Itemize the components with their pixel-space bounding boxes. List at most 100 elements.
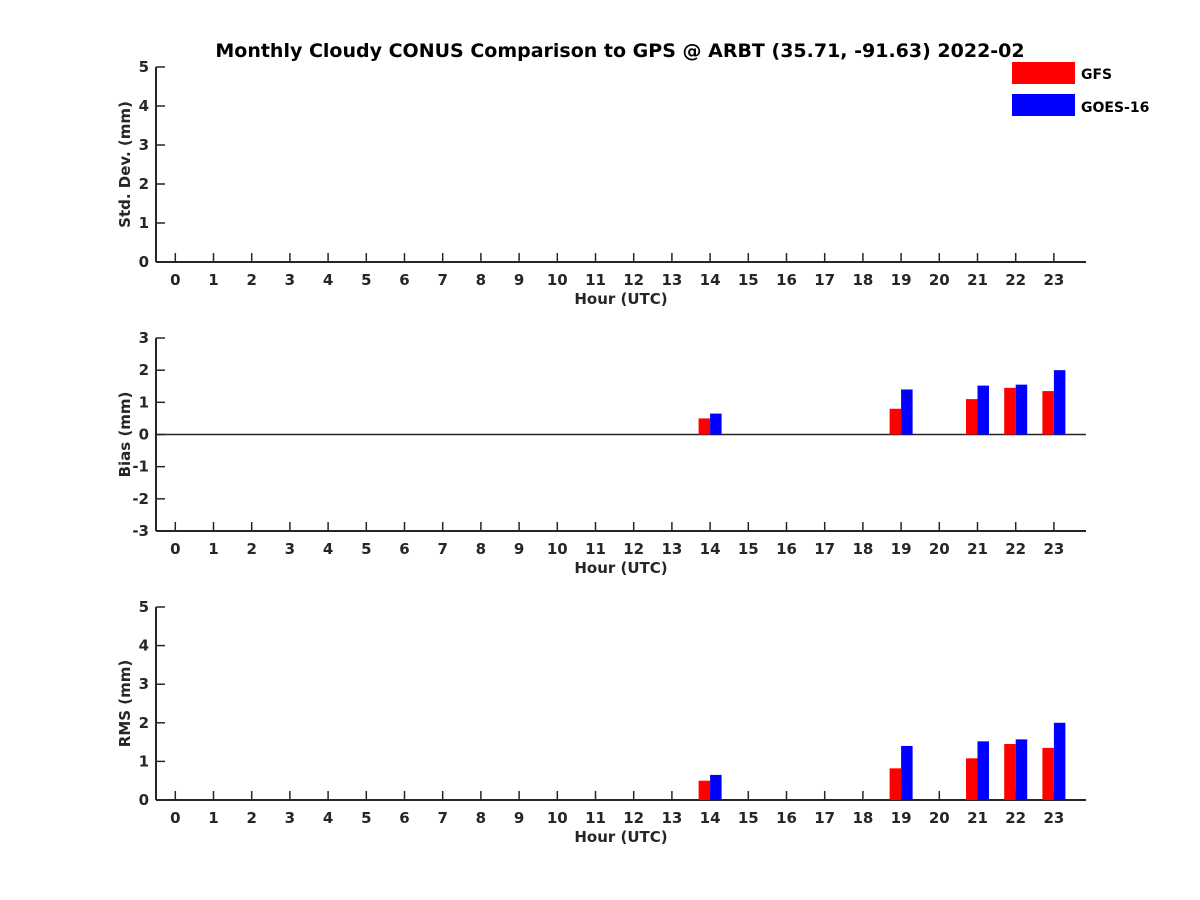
x-tick-label: 0 bbox=[170, 809, 180, 827]
legend-swatch-goes16 bbox=[1012, 94, 1075, 116]
bar-bias-goes16-hour-22 bbox=[1015, 384, 1028, 435]
x-tick-label: 13 bbox=[661, 271, 682, 289]
bar-bias-goes16-hour-23 bbox=[1053, 370, 1066, 435]
x-tick-label: 19 bbox=[891, 809, 912, 827]
x-tick-label: 12 bbox=[623, 540, 644, 558]
bar-rms-gfs-hour-21 bbox=[966, 758, 978, 800]
x-tick-label: 10 bbox=[547, 809, 568, 827]
x-tick-label: 18 bbox=[852, 809, 873, 827]
bar-rms-goes16-hour-19 bbox=[901, 745, 913, 800]
bar-bias-gfs-hour-21 bbox=[966, 399, 978, 435]
y-tick-label: 2 bbox=[139, 361, 149, 379]
bar-bias-gfs-hour-14 bbox=[698, 418, 711, 435]
y-tick-label: 4 bbox=[139, 97, 149, 115]
bar-bias-gfs-hour-23 bbox=[1042, 391, 1054, 435]
x-tick-label: 7 bbox=[437, 540, 447, 558]
x-tick-label: 19 bbox=[891, 540, 912, 558]
y-axis-label: Std. Dev. (mm) bbox=[116, 101, 134, 228]
x-tick-label: 23 bbox=[1043, 271, 1064, 289]
bar-bias-goes16-hour-19 bbox=[901, 389, 913, 435]
x-tick-label: 5 bbox=[361, 271, 371, 289]
x-tick-label: 11 bbox=[585, 809, 606, 827]
x-tick-label: 14 bbox=[700, 540, 721, 558]
x-tick-label: 8 bbox=[476, 540, 486, 558]
x-tick-label: 13 bbox=[661, 540, 682, 558]
legend: GFS GOES-16 bbox=[1012, 62, 1149, 116]
x-tick-label: 18 bbox=[852, 271, 873, 289]
x-tick-label: 20 bbox=[929, 809, 950, 827]
y-tick-label: 5 bbox=[139, 598, 149, 616]
x-tick-label: 13 bbox=[661, 809, 682, 827]
y-tick-label: 2 bbox=[139, 175, 149, 193]
x-tick-label: 4 bbox=[323, 540, 333, 558]
x-tick-label: 7 bbox=[437, 271, 447, 289]
bar-rms-goes16-hour-14 bbox=[710, 774, 722, 800]
x-tick-label: 2 bbox=[246, 809, 256, 827]
bar-rms-goes16-hour-23 bbox=[1053, 722, 1066, 800]
bar-rms-gfs-hour-22 bbox=[1004, 744, 1016, 800]
x-tick-label: 7 bbox=[437, 809, 447, 827]
x-tick-label: 4 bbox=[323, 809, 333, 827]
x-tick-label: 3 bbox=[285, 809, 295, 827]
x-tick-label: 16 bbox=[776, 271, 797, 289]
x-tick-label: 6 bbox=[399, 809, 409, 827]
y-axis-label: RMS (mm) bbox=[116, 660, 134, 747]
x-tick-label: 3 bbox=[285, 540, 295, 558]
x-tick-label: 0 bbox=[170, 540, 180, 558]
bar-rms-gfs-hour-23 bbox=[1042, 747, 1054, 800]
x-tick-label: 8 bbox=[476, 271, 486, 289]
x-tick-label: 23 bbox=[1043, 809, 1064, 827]
bar-bias-gfs-hour-22 bbox=[1004, 387, 1016, 435]
x-tick-label: 21 bbox=[967, 271, 988, 289]
x-tick-label: 17 bbox=[814, 540, 835, 558]
x-tick-label: 8 bbox=[476, 809, 486, 827]
x-tick-label: 10 bbox=[547, 271, 568, 289]
x-tick-label: 5 bbox=[361, 540, 371, 558]
bar-bias-goes16-hour-14 bbox=[710, 413, 722, 435]
y-tick-label: 3 bbox=[139, 136, 149, 154]
bar-rms-gfs-hour-19 bbox=[889, 768, 902, 800]
y-tick-label: 5 bbox=[139, 58, 149, 76]
x-tick-label: 11 bbox=[585, 271, 606, 289]
x-tick-label: 23 bbox=[1043, 540, 1064, 558]
y-tick-label: 3 bbox=[139, 675, 149, 693]
x-tick-label: 2 bbox=[246, 540, 256, 558]
y-tick-label: -1 bbox=[132, 458, 149, 476]
x-tick-label: 22 bbox=[1005, 809, 1026, 827]
bar-bias-gfs-hour-19 bbox=[889, 408, 902, 435]
x-axis-label: Hour (UTC) bbox=[574, 828, 667, 846]
x-tick-label: 14 bbox=[700, 809, 721, 827]
x-tick-label: 1 bbox=[208, 271, 218, 289]
bar-rms-gfs-hour-14 bbox=[698, 780, 711, 800]
x-tick-label: 1 bbox=[208, 540, 218, 558]
y-tick-label: -3 bbox=[132, 522, 149, 540]
x-tick-label: 17 bbox=[814, 271, 835, 289]
y-tick-label: 0 bbox=[139, 253, 149, 271]
x-tick-label: 22 bbox=[1005, 271, 1026, 289]
x-axis-label: Hour (UTC) bbox=[574, 290, 667, 308]
bar-bias-goes16-hour-21 bbox=[977, 385, 989, 435]
y-tick-label: 2 bbox=[139, 714, 149, 732]
x-tick-label: 22 bbox=[1005, 540, 1026, 558]
x-tick-label: 4 bbox=[323, 271, 333, 289]
x-axis-label: Hour (UTC) bbox=[574, 559, 667, 577]
x-tick-label: 11 bbox=[585, 540, 606, 558]
x-tick-label: 10 bbox=[547, 540, 568, 558]
x-tick-label: 12 bbox=[623, 271, 644, 289]
x-tick-label: 20 bbox=[929, 271, 950, 289]
x-tick-label: 15 bbox=[738, 809, 759, 827]
x-tick-label: 18 bbox=[852, 540, 873, 558]
x-tick-label: 1 bbox=[208, 809, 218, 827]
bar-rms-goes16-hour-22 bbox=[1015, 739, 1028, 800]
y-tick-label: 3 bbox=[139, 329, 149, 347]
x-tick-label: 21 bbox=[967, 540, 988, 558]
x-tick-label: 6 bbox=[399, 271, 409, 289]
y-tick-label: 4 bbox=[139, 637, 149, 655]
y-tick-label: 1 bbox=[139, 752, 149, 770]
x-tick-label: 6 bbox=[399, 540, 409, 558]
x-tick-label: 19 bbox=[891, 271, 912, 289]
y-axis-label: Bias (mm) bbox=[116, 392, 134, 478]
